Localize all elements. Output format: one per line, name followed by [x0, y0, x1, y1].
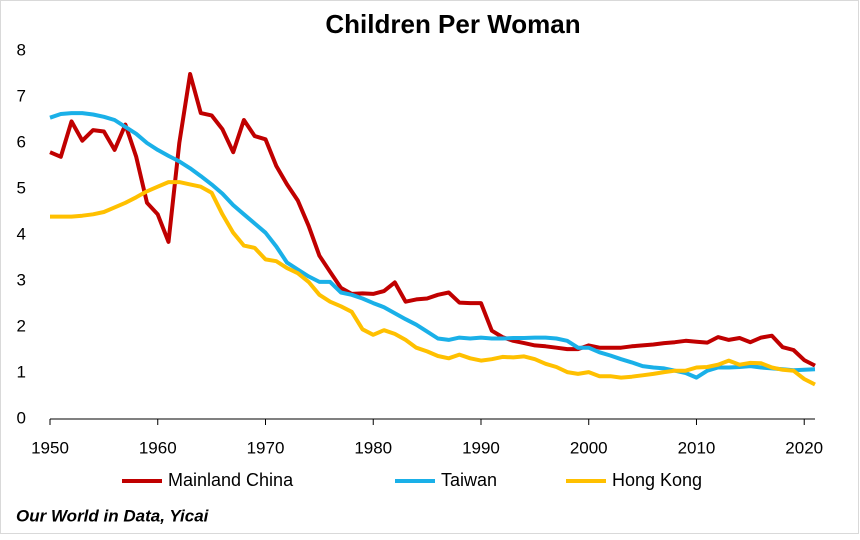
- legend-label: Taiwan: [441, 470, 497, 490]
- y-tick-label: 4: [17, 224, 26, 243]
- x-tick-label: 1960: [139, 438, 177, 457]
- x-tick-label: 2010: [678, 438, 716, 457]
- y-tick-label: 5: [17, 178, 26, 197]
- x-tick-label: 1980: [354, 438, 392, 457]
- x-tick-label: 1970: [247, 438, 285, 457]
- legend-label: Mainland China: [168, 470, 294, 490]
- x-tick-label: 1990: [462, 438, 500, 457]
- y-tick-label: 6: [17, 132, 26, 151]
- x-tick-label: 1950: [31, 438, 69, 457]
- x-tick-label: 2020: [785, 438, 823, 457]
- series-line: [49, 111, 816, 380]
- legend-label: Hong Kong: [612, 470, 702, 490]
- y-tick-label: 8: [17, 40, 26, 59]
- series-line: [50, 180, 816, 387]
- source-note: Our World in Data, Yicai: [16, 506, 210, 525]
- chart-title: Children Per Woman: [325, 9, 580, 39]
- y-tick-label: 7: [17, 86, 26, 105]
- x-tick-label: 2000: [570, 438, 608, 457]
- y-tick-label: 1: [17, 362, 26, 381]
- y-tick-label: 3: [17, 270, 26, 289]
- y-tick-label: 0: [17, 408, 26, 427]
- y-tick-label: 2: [17, 316, 26, 335]
